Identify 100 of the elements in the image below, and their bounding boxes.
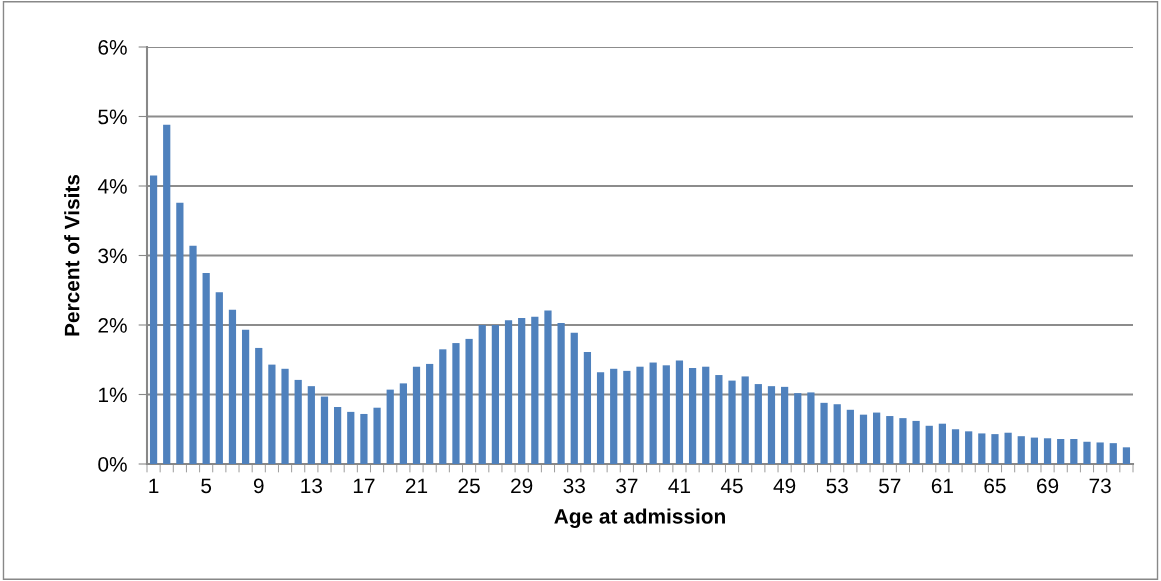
bar — [636, 366, 644, 464]
bar — [912, 420, 920, 464]
bar — [215, 292, 223, 464]
bar — [741, 376, 749, 464]
x-tick-label: 25 — [458, 478, 480, 494]
bar — [294, 379, 302, 464]
y-axis-title: Percent of Visits — [64, 174, 80, 336]
bar — [412, 366, 421, 464]
bar — [176, 202, 184, 464]
bar — [649, 362, 657, 464]
x-tick-label: 9 — [253, 478, 264, 494]
bar — [820, 402, 828, 464]
bar — [925, 425, 933, 464]
bar — [794, 393, 802, 464]
bar — [426, 363, 434, 464]
x-tick-label: 69 — [1037, 478, 1059, 494]
bar — [465, 338, 473, 464]
y-tick-label: 5% — [98, 109, 127, 125]
bar — [728, 380, 736, 464]
y-tick-label: 3% — [98, 248, 127, 264]
bar — [360, 413, 368, 464]
y-tick-label: 1% — [99, 387, 127, 403]
bar — [675, 360, 684, 464]
bar — [859, 414, 868, 464]
bar — [965, 431, 973, 464]
bar — [623, 370, 631, 464]
bar — [583, 352, 592, 464]
bar — [702, 366, 710, 464]
bar — [504, 320, 513, 464]
x-tick-label: 1 — [149, 478, 159, 493]
bar — [518, 318, 526, 464]
x-tick-label: 5 — [201, 478, 212, 494]
bar — [1083, 441, 1091, 464]
bar — [149, 175, 158, 464]
bar — [531, 316, 539, 464]
x-tick-label: 13 — [301, 478, 323, 494]
bar — [189, 245, 197, 464]
bar — [1043, 438, 1052, 464]
y-tick-label: 6% — [98, 40, 127, 55]
bar — [873, 412, 881, 464]
x-tick-label: 21 — [405, 478, 428, 493]
bar — [951, 429, 960, 464]
bar — [1017, 436, 1025, 464]
bar — [754, 384, 762, 464]
y-tick-label: 0% — [98, 457, 127, 472]
bar — [386, 389, 394, 464]
bar — [596, 372, 605, 464]
x-tick-label: 73 — [1089, 478, 1111, 494]
x-tick-label: 61 — [931, 478, 953, 494]
bar — [544, 310, 552, 464]
bar — [1109, 443, 1117, 464]
bar — [255, 347, 263, 464]
bar — [886, 416, 894, 464]
x-tick-label: 57 — [879, 478, 901, 494]
bar — [570, 332, 578, 464]
bar — [899, 418, 907, 464]
y-tick-label: 2% — [98, 318, 127, 333]
x-tick-label: 17 — [353, 478, 375, 493]
bar — [938, 423, 946, 464]
bar — [241, 329, 250, 464]
bar — [478, 325, 486, 464]
bar — [991, 434, 999, 464]
x-tick-label: 65 — [984, 478, 1006, 494]
x-tick-label: 49 — [773, 478, 796, 494]
bar — [846, 409, 854, 464]
bar — [439, 349, 447, 464]
x-tick-label: 45 — [720, 478, 743, 494]
x-axis-title: Age at admission — [554, 508, 725, 528]
bar — [557, 322, 565, 464]
bar — [715, 375, 723, 464]
bar — [978, 433, 986, 464]
bar — [767, 386, 776, 464]
bar — [1057, 438, 1065, 464]
x-tick-label: 53 — [826, 478, 848, 494]
bar — [1070, 438, 1078, 464]
bar — [452, 343, 460, 464]
x-tick-label: 29 — [511, 478, 533, 494]
y-tick-label: 4% — [97, 179, 127, 194]
bar — [1030, 437, 1039, 464]
bar — [307, 386, 315, 464]
bar — [163, 124, 171, 464]
x-tick-label: 41 — [668, 478, 691, 493]
x-tick-label: 37 — [616, 478, 638, 494]
bar — [399, 383, 407, 464]
bar — [1122, 447, 1131, 464]
bar — [491, 325, 499, 464]
bar — [334, 407, 342, 464]
bar — [833, 404, 841, 464]
bar — [373, 407, 381, 464]
bar — [202, 272, 210, 464]
bar — [662, 365, 670, 464]
bar — [610, 368, 618, 464]
bar — [807, 392, 815, 464]
bar — [347, 411, 355, 464]
bar — [1096, 442, 1104, 464]
bar — [688, 368, 697, 464]
bar — [281, 368, 289, 464]
bar — [1004, 432, 1012, 464]
x-tick-label: 33 — [563, 478, 585, 494]
bar — [228, 309, 237, 464]
